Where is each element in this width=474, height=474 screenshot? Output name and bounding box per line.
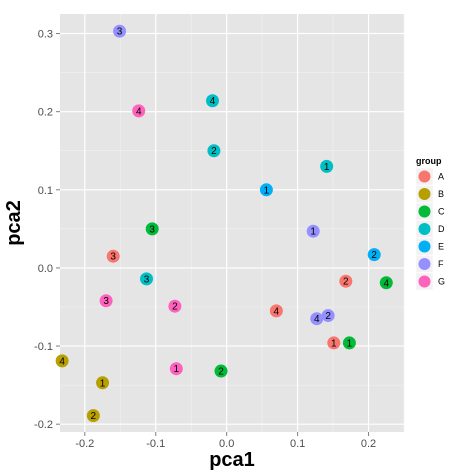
point-label: 1	[310, 227, 316, 238]
data-point-A	[339, 274, 353, 288]
point-label: 1	[100, 378, 106, 389]
legend-marker-F	[418, 258, 431, 270]
point-label: 3	[110, 252, 116, 263]
data-point-G	[168, 299, 182, 313]
point-label: 2	[218, 367, 224, 378]
legend-marker-E	[418, 240, 431, 253]
x-axis: -0.2 -0.1 0.0 0.1 0.2	[75, 432, 376, 450]
point-label: 3	[149, 224, 155, 235]
data-point-A	[327, 336, 341, 350]
point-label: 4	[210, 96, 216, 107]
point-label: 4	[383, 278, 389, 289]
data-point-D	[205, 94, 219, 108]
x-axis-title: pca1	[209, 449, 255, 471]
y-tick-label: 0.2	[38, 107, 53, 119]
point-label: 3	[144, 274, 150, 285]
point-label: 2	[91, 411, 97, 422]
legend-label: G	[438, 277, 445, 287]
point-label: 1	[347, 338, 353, 349]
point-label: 4	[59, 356, 65, 367]
point-label: 2	[325, 311, 331, 322]
data-point-B	[96, 376, 110, 390]
point-label: 1	[331, 338, 337, 349]
x-tick-label: -0.2	[75, 438, 94, 450]
data-point-E	[367, 248, 381, 262]
legend-marker-A	[418, 170, 431, 183]
legend-label: C	[438, 207, 445, 217]
data-point-E	[259, 183, 273, 197]
legend-label: A	[438, 172, 444, 182]
major-gridlines	[60, 14, 404, 432]
legend-marker-B	[418, 188, 431, 200]
y-axis: -0.2 -0.1 0.0 0.1 0.2 0.3	[34, 29, 60, 431]
y-tick-label: -0.1	[34, 341, 53, 353]
point-label: 4	[314, 314, 320, 325]
point-label: 2	[211, 146, 217, 157]
data-point-F	[321, 309, 335, 323]
point-label: 3	[103, 296, 109, 307]
data-point-D	[140, 272, 154, 286]
point-label: 2	[343, 277, 349, 288]
point-label: 2	[371, 250, 377, 261]
x-tick-label: -0.1	[146, 438, 165, 450]
data-point-B	[55, 354, 69, 368]
legend-marker-D	[418, 223, 431, 235]
legend-label: D	[438, 224, 445, 234]
point-label: 1	[264, 185, 270, 196]
point-label: 1	[324, 162, 330, 173]
data-point-F	[306, 224, 320, 238]
legend-marker-G	[418, 275, 431, 288]
data-point-A	[106, 249, 120, 263]
point-label: 4	[136, 106, 142, 117]
x-tick-label: 0.2	[361, 438, 376, 450]
y-tick-label: 0.0	[38, 263, 53, 275]
x-tick-label: 0.1	[290, 438, 305, 450]
legend-title: group	[416, 156, 442, 166]
point-label: 2	[172, 302, 178, 313]
plot-panel	[60, 14, 404, 432]
data-point-A	[269, 304, 283, 318]
y-tick-label: -0.2	[34, 419, 53, 431]
x-tick-label: 0.0	[219, 438, 234, 450]
data-point-G	[132, 104, 146, 118]
data-point-C	[379, 276, 393, 290]
point-label: 1	[174, 364, 180, 375]
legend-label: F	[438, 259, 444, 269]
legend-label: B	[438, 189, 444, 199]
y-tick-label: 0.1	[38, 185, 53, 197]
data-point-F	[310, 312, 324, 326]
data-point-G	[169, 362, 183, 376]
data-point-F	[113, 24, 127, 38]
data-point-C	[214, 364, 228, 378]
y-axis-title: pca2	[3, 200, 25, 246]
point-label: 3	[117, 27, 123, 38]
y-tick-label: 0.3	[38, 29, 53, 41]
minor-gridlines	[60, 14, 405, 432]
data-point-C	[145, 222, 159, 236]
data-point-D	[320, 159, 334, 173]
legend-marker-C	[418, 205, 431, 218]
point-label: 4	[274, 306, 280, 317]
data-point-B	[86, 409, 100, 423]
data-point-D	[207, 144, 221, 158]
data-point-G	[99, 294, 113, 308]
data-point-C	[342, 336, 356, 350]
legend-label: E	[438, 242, 444, 252]
